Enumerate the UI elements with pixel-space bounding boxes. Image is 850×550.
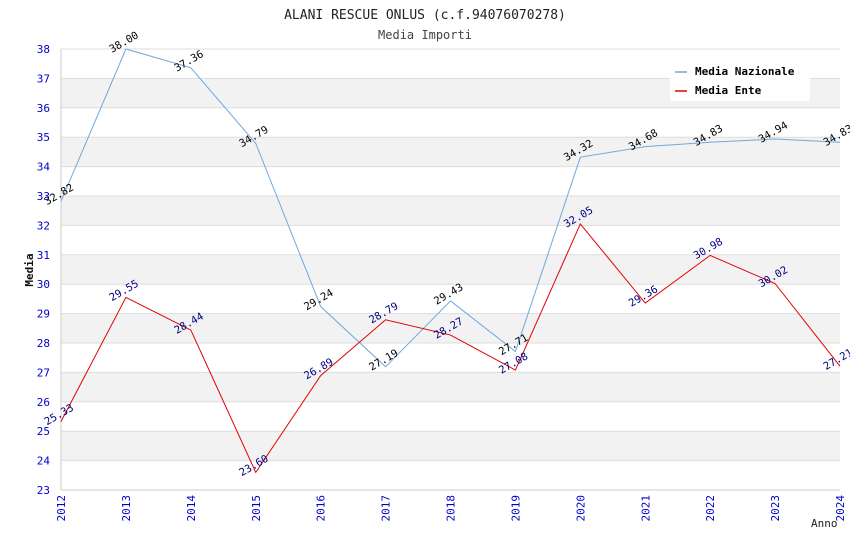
series-line-media-nazionale — [60, 48, 841, 368]
plot-band — [61, 460, 840, 490]
x-tick-label: 2017 — [380, 495, 393, 522]
y-tick-label: 27 — [37, 366, 50, 379]
chart-subtitle: Media Importi — [378, 28, 472, 42]
plot-band — [61, 225, 840, 255]
y-tick-label: 29 — [37, 308, 50, 321]
chart-title: ALANI RESCUE ONLUS (c.f.94076070278) — [284, 8, 566, 23]
x-tick-label: 2022 — [704, 495, 717, 522]
x-axis-ticks: 2012 2013 2014 2015 2016 2017 2018 2019 2020 2021… — [55, 495, 847, 522]
plot-band — [61, 196, 840, 226]
y-tick-label: 25 — [37, 425, 50, 438]
plot-background — [61, 49, 840, 490]
y-tick-label: 31 — [37, 249, 50, 262]
y-tick-label: 32 — [37, 219, 50, 232]
legend: Media Nazionale Media Ente — [670, 61, 810, 101]
y-tick-label: 37 — [37, 72, 50, 85]
plot-band — [61, 313, 840, 343]
plot-band — [61, 401, 840, 432]
y-tick-label: 28 — [37, 337, 50, 350]
legend-label-media-nazionale: Media Nazionale — [695, 65, 795, 78]
series-line-media-ente — [60, 222, 841, 474]
plot-band — [61, 284, 840, 314]
x-tick-label: 2023 — [769, 495, 782, 522]
y-tick-label: 24 — [37, 455, 51, 468]
y-tick-label: 33 — [37, 190, 50, 203]
x-tick-label: 2018 — [445, 495, 458, 522]
x-tick-label: 2013 — [120, 495, 133, 522]
grid-lines — [60, 48, 840, 491]
x-tick-label: 2021 — [639, 495, 652, 522]
y-tick-label: 26 — [37, 396, 50, 409]
x-tick-label: 2012 — [55, 495, 68, 522]
legend-box — [670, 61, 810, 101]
x-tick-label: 2024 — [834, 495, 847, 522]
y-tick-label: 34 — [37, 161, 51, 174]
y-axis-ticks: 23 24 25 26 27 28 29 30 31 32 33 34 35 36 37 38 — [37, 43, 51, 497]
x-tick-label: 2015 — [250, 495, 263, 522]
legend-label-media-ente: Media Ente — [695, 84, 762, 97]
x-tick-label: 2014 — [185, 495, 198, 522]
plot-band — [61, 372, 840, 402]
y-tick-label: 36 — [37, 102, 50, 115]
x-tick-label: 2019 — [509, 495, 522, 522]
plot-band — [61, 254, 840, 285]
x-tick-label: 2016 — [315, 495, 328, 522]
plot-band — [61, 431, 840, 461]
y-axis-label: Media — [23, 253, 36, 286]
y-tick-label: 35 — [37, 131, 50, 144]
plot-band — [61, 166, 840, 196]
y-tick-label: 23 — [37, 484, 50, 497]
series-lines — [60, 48, 841, 474]
plot-band — [61, 343, 840, 373]
x-tick-label: 2020 — [574, 495, 587, 522]
y-tick-label: 30 — [37, 278, 50, 291]
plot-band — [61, 107, 840, 138]
x-axis-label: Anno — [811, 517, 838, 530]
y-tick-label: 38 — [37, 43, 50, 56]
